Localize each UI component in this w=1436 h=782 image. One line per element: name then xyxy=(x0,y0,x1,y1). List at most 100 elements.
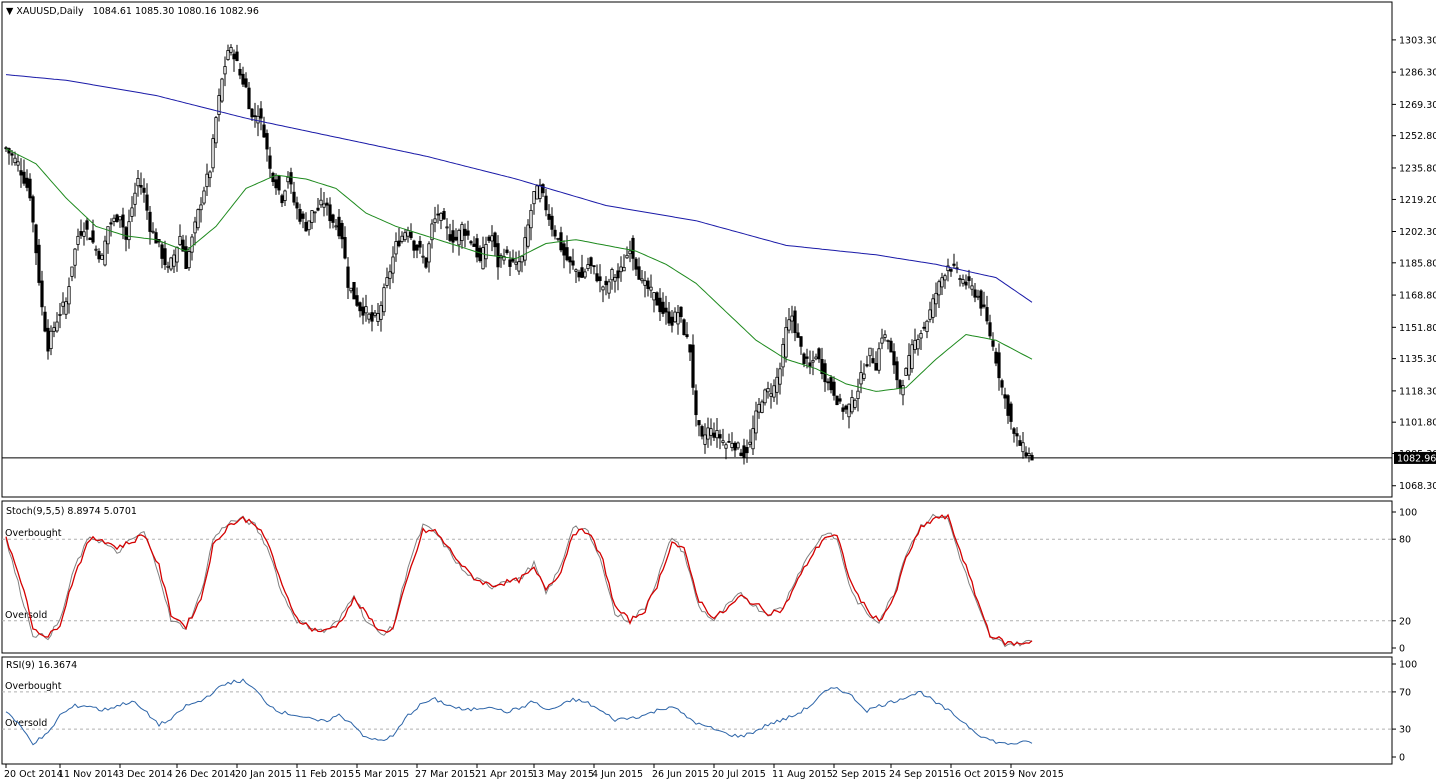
candle xyxy=(997,343,1001,391)
price-panel[interactable]: ▼ XAUUSD,Daily 1084.61 1085.30 1080.16 1… xyxy=(1,1,1436,498)
candle xyxy=(523,226,527,266)
candle xyxy=(448,223,452,243)
level-label: Oversold xyxy=(5,610,47,621)
stochastic-panel[interactable]: Stoch(9,5,5) 8.8974 5.0701 OverboughtOve… xyxy=(1,500,1417,655)
symbol-label: XAUUSD,Daily xyxy=(16,6,84,17)
candle xyxy=(511,249,515,264)
price-tick-label: 1303.30 xyxy=(1399,35,1436,46)
candle xyxy=(730,432,734,452)
candle xyxy=(268,146,272,178)
candle xyxy=(169,256,173,272)
candle xyxy=(310,210,314,230)
candle xyxy=(211,134,215,173)
candle xyxy=(25,169,29,192)
candle xyxy=(622,254,626,272)
candle xyxy=(118,216,122,228)
candle xyxy=(844,404,848,414)
candle xyxy=(322,191,326,217)
price-tick-label: 1185.80 xyxy=(1399,258,1436,269)
candle xyxy=(874,351,878,371)
candle xyxy=(355,287,359,307)
candle xyxy=(577,269,581,282)
candle xyxy=(1018,435,1022,446)
candle xyxy=(856,378,860,412)
candle xyxy=(1021,431,1025,459)
price-tick-label: 1101.80 xyxy=(1399,418,1436,429)
candle xyxy=(430,219,434,249)
candle xyxy=(184,235,188,269)
candle xyxy=(805,348,809,369)
candle xyxy=(814,353,818,361)
osc-tick-label: 30 xyxy=(1399,725,1411,736)
candle xyxy=(736,441,740,450)
candle xyxy=(160,241,164,269)
candle xyxy=(880,328,884,350)
candle xyxy=(697,420,701,437)
candle xyxy=(223,56,227,87)
candle xyxy=(793,306,797,342)
candle xyxy=(961,274,965,287)
osc-tick-label: 80 xyxy=(1399,535,1411,546)
candle xyxy=(895,356,899,390)
candle xyxy=(232,49,236,72)
candle xyxy=(565,235,569,262)
candle xyxy=(436,204,440,224)
candle xyxy=(1012,426,1016,443)
candle xyxy=(496,235,500,280)
osc-tick-label: 0 xyxy=(1399,753,1405,764)
candle xyxy=(994,347,998,367)
candle xyxy=(754,401,758,441)
candle xyxy=(214,115,218,149)
candle xyxy=(484,236,488,268)
candle xyxy=(643,271,647,298)
candle xyxy=(991,332,995,351)
candle xyxy=(835,395,839,406)
candle xyxy=(64,297,68,319)
candle xyxy=(394,232,398,262)
rsi-panel[interactable]: RSI(9) 16.3674 Overbought Oversold 100 70 3… xyxy=(1,656,1417,765)
candle xyxy=(187,246,191,271)
candle xyxy=(787,307,791,334)
time-tick-label: 27 Mar 2015 xyxy=(415,769,475,780)
candle xyxy=(307,220,311,236)
level-label: Overbought xyxy=(5,528,62,539)
candle xyxy=(349,287,353,294)
candle xyxy=(583,268,587,279)
candle xyxy=(385,267,389,289)
candle xyxy=(826,378,830,391)
stoch-axis: 100 80 20 0 xyxy=(1392,508,1417,655)
candle xyxy=(313,211,317,223)
candle xyxy=(16,154,20,172)
time-tick-label: 20 Jan 2015 xyxy=(235,769,292,780)
candle xyxy=(52,321,56,338)
level-label: Overbought xyxy=(5,681,62,692)
candle xyxy=(445,218,449,241)
candle xyxy=(151,222,155,234)
candle xyxy=(328,197,332,229)
candle xyxy=(586,257,590,272)
time-tick-label: 3 Dec 2014 xyxy=(118,769,173,780)
candle xyxy=(316,197,320,212)
candle xyxy=(571,248,575,270)
candle xyxy=(505,246,509,255)
candle xyxy=(88,237,92,241)
candle xyxy=(22,159,26,186)
candle xyxy=(646,277,650,297)
candle xyxy=(889,337,893,353)
candle xyxy=(301,211,305,229)
candle xyxy=(121,207,125,240)
candle xyxy=(1003,387,1007,409)
candle xyxy=(757,398,761,419)
candle xyxy=(970,277,974,296)
candle xyxy=(418,235,422,254)
candle xyxy=(763,388,767,406)
osc-tick-label: 100 xyxy=(1399,508,1417,519)
osc-tick-label: 70 xyxy=(1399,687,1411,698)
ohlc-label: 1084.61 1085.30 1080.16 1082.96 xyxy=(93,6,259,17)
candle xyxy=(613,274,617,293)
candle xyxy=(514,251,518,270)
candle xyxy=(127,209,131,249)
rsi-axis: 100 70 30 0 xyxy=(1392,660,1417,764)
candle xyxy=(625,246,629,259)
